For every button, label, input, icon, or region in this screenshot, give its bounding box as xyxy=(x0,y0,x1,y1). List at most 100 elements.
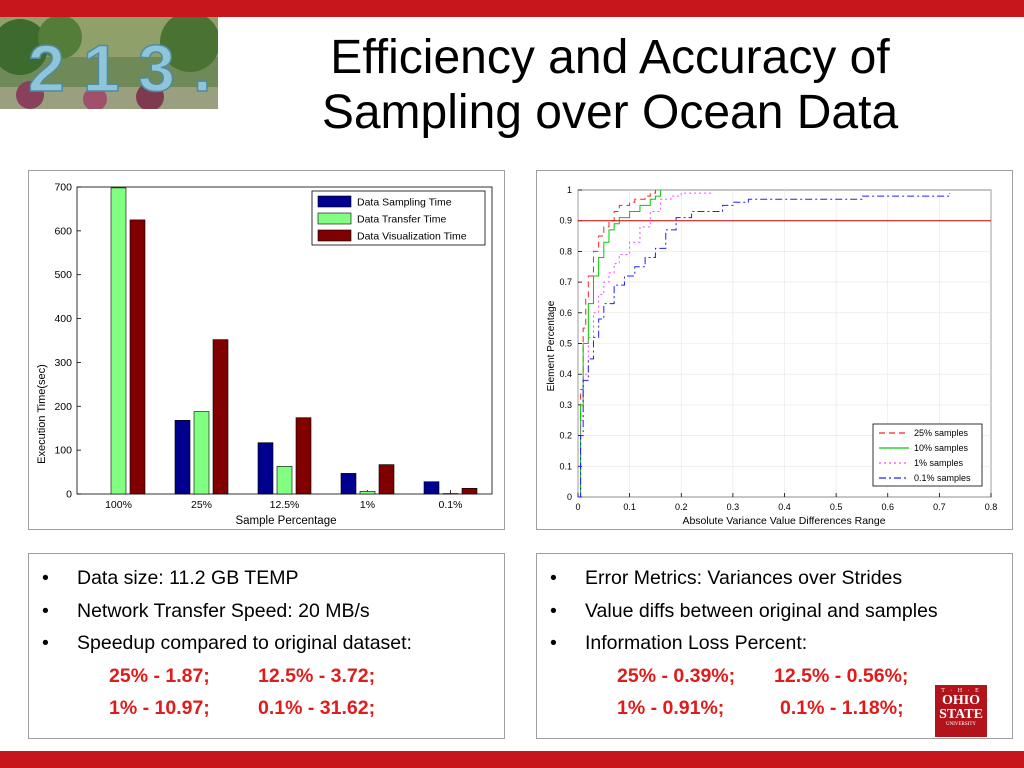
right-bullet-text: Value diffs between original and samples xyxy=(585,599,938,622)
logo-university: UNIVERSITY xyxy=(946,722,976,727)
bar xyxy=(276,466,293,495)
loss-0-1: 0.1% - 1.18%; xyxy=(780,697,904,719)
line-legend-box xyxy=(872,423,983,487)
line-y-tick-label: 0.6 xyxy=(559,308,572,318)
right-bullet-item: • Value diffs between original and sample… xyxy=(537,595,1012,628)
right-bullet-text: Error Metrics: Variances over Strides xyxy=(585,567,903,589)
bullet-glyph: • xyxy=(550,599,557,622)
top-accent-bar xyxy=(0,0,1024,17)
right-bullet-list: • Error Metrics: Variances over Strides •… xyxy=(537,554,1012,660)
bullet-glyph: • xyxy=(550,567,557,589)
bar xyxy=(423,481,440,495)
bullet-glyph: • xyxy=(42,632,49,654)
line-y-tick-label: 0.8 xyxy=(559,246,572,256)
left-bullet-item: • Network Transfer Speed: 20 MB/s xyxy=(29,595,504,628)
right-bullet-item: • Error Metrics: Variances over Strides xyxy=(537,562,1012,595)
bar-y-axis-label: Execution Time(sec) xyxy=(36,364,48,464)
bar-y-tick-label: 100 xyxy=(54,445,72,457)
bar-x-tick-label: 1% xyxy=(360,499,375,511)
speedup-0-1: 0.1% - 31.62; xyxy=(258,697,376,719)
line-y-tick-label: 0 xyxy=(567,492,572,502)
title-line-2: Sampling over Ocean Data xyxy=(321,86,899,139)
bar xyxy=(174,420,191,495)
bar-x-axis-label: Sample Percentage xyxy=(235,515,336,527)
loss-25: 25% - 0.39%; xyxy=(617,665,736,687)
bar-y-tick-label: 300 xyxy=(54,357,72,369)
line-y-tick-label: 0.5 xyxy=(559,339,572,349)
bar xyxy=(340,473,357,495)
line-x-tick-label: 0.1 xyxy=(623,502,636,512)
line-x-tick-label: 0.3 xyxy=(727,502,740,512)
left-bullet-text: Data size: 11.2 GB TEMP xyxy=(77,567,299,589)
bar-y-tick-label: 600 xyxy=(54,225,72,237)
bar-x-tick-label: 0.1% xyxy=(439,499,463,511)
line-chart-svg: 0 0.1 0.2 0.3 0.4 0.5 0.6 0.7 0.8 0.9 1 0 0.1 0.2 0.3… xyxy=(546,185,998,527)
bar-legend-swatch xyxy=(317,195,352,208)
speedup-25: 25% - 1.87; xyxy=(109,665,210,687)
line-x-tick-label: 0.8 xyxy=(985,502,998,512)
line-y-tick-label: 0.4 xyxy=(559,369,572,379)
line-legend-label: 1% samples xyxy=(914,458,964,468)
speedup-1: 1% - 10.97; xyxy=(109,697,210,719)
right-notes-panel: • Error Metrics: Variances over Strides •… xyxy=(536,553,1013,739)
bar-y-tick-label: 400 xyxy=(54,313,72,325)
bullet-glyph: • xyxy=(42,567,49,589)
bar-y-tick-label: 700 xyxy=(54,182,72,194)
line-y-tick-label: 1 xyxy=(567,185,572,195)
left-bullet-item: • Data size: 11.2 GB TEMP xyxy=(29,562,504,595)
line-x-tick-label: 0.7 xyxy=(933,502,946,512)
line-series-path xyxy=(578,190,656,498)
line-y-tick-label: 0.2 xyxy=(559,431,572,441)
bar-legend-label: Data Transfer Time xyxy=(357,214,446,226)
line-legend: 25% samples 10% samples 1% samples 0.1% sam… xyxy=(872,423,983,487)
line-x-tick-label: 0.5 xyxy=(830,502,843,512)
right-bullet-item: • Information Loss Percent: xyxy=(537,627,1012,660)
logo-ohio: OHIO xyxy=(941,693,981,708)
slide-title: Efficiency and Accuracy of Sampling over… xyxy=(240,30,980,140)
bar-x-tick-label: 25% xyxy=(191,499,212,511)
left-bullet-text: Speedup compared to original dataset: xyxy=(77,632,412,654)
bar-x-tick-label: 100% xyxy=(105,499,132,511)
right-bullet-text: Information Loss Percent: xyxy=(585,632,808,654)
bar-y-tick-label: 0 xyxy=(66,489,72,501)
left-notes-panel: • Data size: 11.2 GB TEMP • Network Transf… xyxy=(28,553,505,739)
line-legend-label: 25% samples xyxy=(914,428,969,438)
left-bullet-item: • Speedup compared to original dataset: xyxy=(29,627,504,660)
bar-legend-swatch xyxy=(317,229,352,242)
execution-time-chart: 0 100 200 300 400 500 600 700 100% 25% 12.5% 1% 0.1… xyxy=(28,170,505,530)
line-x-tick-label: 0.2 xyxy=(675,502,688,512)
line-y-tick-label: 0.7 xyxy=(559,277,572,287)
line-y-axis-label: Element Percentage xyxy=(546,300,557,391)
left-bullet-text: Network Transfer Speed: 20 MB/s xyxy=(77,599,370,622)
bar xyxy=(212,339,229,495)
photo-sculpture-numbers: 2 1 3 . 5 7 xyxy=(28,31,218,105)
bar-legend-label: Data Sampling Time xyxy=(357,197,452,209)
title-line-1: Efficiency and Accuracy of xyxy=(330,31,890,84)
bullet-glyph: • xyxy=(42,599,49,622)
header-photo: 2 1 3 . 5 7 xyxy=(0,17,218,109)
speedup-12-5: 12.5% - 3.72; xyxy=(258,665,376,687)
line-y-tick-label: 0.9 xyxy=(559,216,572,226)
accuracy-chart: 0 0.1 0.2 0.3 0.4 0.5 0.6 0.7 0.8 0.9 1 0 0.1 0.2 0.3… xyxy=(536,170,1013,530)
bar-x-tick-label: 12.5% xyxy=(270,499,300,511)
bottom-accent-bar xyxy=(0,751,1024,768)
left-bullet-list: • Data size: 11.2 GB TEMP • Network Transf… xyxy=(29,554,504,660)
bar xyxy=(110,187,127,495)
line-legend-label: 10% samples xyxy=(914,443,969,453)
bullet-glyph: • xyxy=(550,632,557,654)
logo-state: STATE xyxy=(939,707,983,722)
bar xyxy=(295,417,312,495)
bar-y-tick-label: 200 xyxy=(54,401,72,413)
bar-legend: Data Sampling Time Data Transfer Time Data… xyxy=(311,190,486,246)
line-series-path xyxy=(578,190,662,498)
bar xyxy=(359,491,376,495)
bar xyxy=(257,442,274,495)
bar xyxy=(378,464,395,495)
bar-legend-swatch xyxy=(317,212,352,225)
line-y-tick-label: 0.3 xyxy=(559,400,572,410)
bar-chart-svg: 0 100 200 300 400 500 600 700 100% 25% 12.5% 1% 0.1… xyxy=(36,182,493,527)
bar xyxy=(193,411,210,495)
bar-y-tick-label: 500 xyxy=(54,269,72,281)
line-legend-label: 0.1% samples xyxy=(914,473,971,483)
loss-12-5: 12.5% - 0.56%; xyxy=(774,665,909,687)
